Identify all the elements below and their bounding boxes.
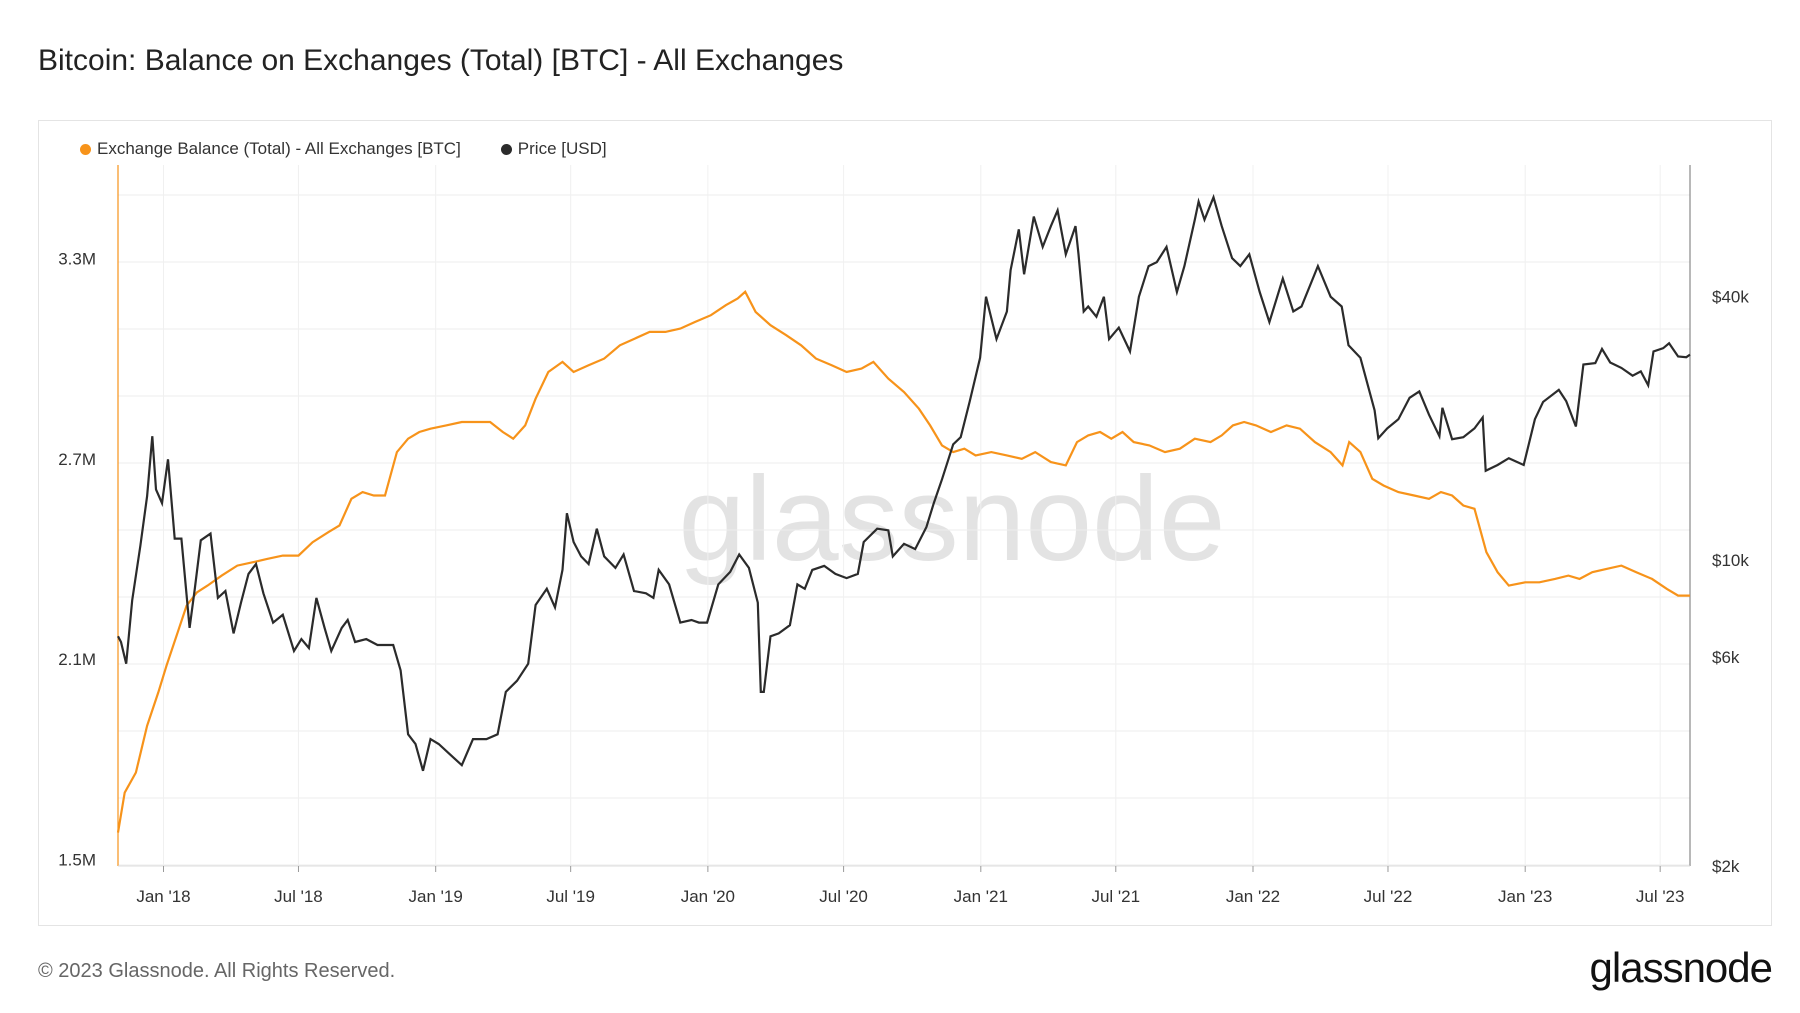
- y-right-tick-label: $2k: [1712, 857, 1740, 876]
- brand-logo[interactable]: glassnode: [1589, 944, 1773, 991]
- y-axis-right-ticks: $40k $10k $6k $2k: [1712, 288, 1749, 876]
- x-tick-label: Jul '20: [819, 887, 868, 906]
- x-tick-label: Jan '21: [954, 887, 1008, 906]
- x-tick-label: Jan '19: [409, 887, 463, 906]
- x-tick-label: Jan '18: [136, 887, 190, 906]
- x-tick-label: Jan '20: [681, 887, 735, 906]
- axes: [117, 165, 1691, 867]
- legend-label-balance: Exchange Balance (Total) - All Exchanges…: [97, 139, 461, 158]
- legend-dot-price: [500, 143, 512, 155]
- y-right-tick-label: $10k: [1712, 551, 1749, 570]
- x-tick-label: Jul '22: [1364, 887, 1413, 906]
- series-line-price: [117, 193, 1691, 772]
- legend-label-price: Price [USD]: [517, 139, 607, 158]
- chart-title: Bitcoin: Balance on Exchanges (Total) [B…: [38, 44, 844, 77]
- y-left-tick-label: 2.1M: [58, 650, 96, 669]
- copyright-footer: © 2023 Glassnode. All Rights Reserved.: [38, 960, 396, 982]
- x-axis-ticks: Jan '18 Jul '18 Jan '19 Jul '19 Jan '20 Jul '…: [136, 866, 1684, 906]
- x-tick-label: Jan '23: [1498, 887, 1552, 906]
- watermark-text: glassnode: [678, 452, 1225, 586]
- x-tick-label: Jul '23: [1636, 887, 1685, 906]
- chart-legend: Exchange Balance (Total) - All Exchanges…: [80, 139, 607, 159]
- y-left-tick-label: 1.5M: [58, 850, 96, 869]
- chart-panel: [38, 120, 1772, 926]
- x-tick-label: Jul '21: [1091, 887, 1140, 906]
- y-right-tick-label: $40k: [1712, 288, 1749, 307]
- y-left-tick-label: 2.7M: [58, 450, 96, 469]
- x-tick-label: Jul '19: [546, 887, 595, 906]
- legend-dot-balance: [80, 143, 91, 155]
- x-tick-label: Jul '18: [274, 887, 323, 906]
- y-right-tick-label: $6k: [1712, 648, 1740, 667]
- grid-lines: [118, 165, 1690, 866]
- x-tick-label: Jan '22: [1226, 887, 1280, 906]
- y-axis-left-ticks: 3.3M 2.7M 2.1M 1.5M: [58, 249, 96, 869]
- legend-item-balance[interactable]: Exchange Balance (Total) - All Exchanges…: [80, 139, 461, 159]
- series-line-balance: [116, 290, 1690, 833]
- legend-item-price[interactable]: Price [USD]: [500, 139, 607, 159]
- y-left-tick-label: 3.3M: [58, 249, 96, 268]
